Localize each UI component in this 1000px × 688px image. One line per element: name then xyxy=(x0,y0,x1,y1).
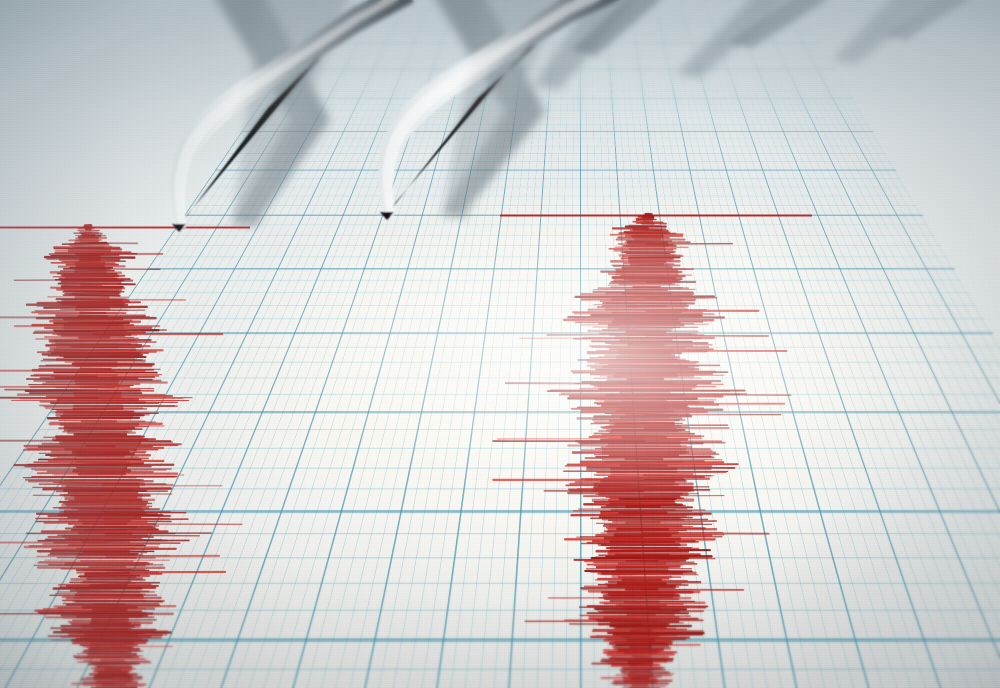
grid-major-lines xyxy=(0,0,1000,688)
grid-perspective-wrapper xyxy=(0,0,1000,688)
seismograph-photo: Seismograph needles tracing red earthqua… xyxy=(0,0,1000,688)
